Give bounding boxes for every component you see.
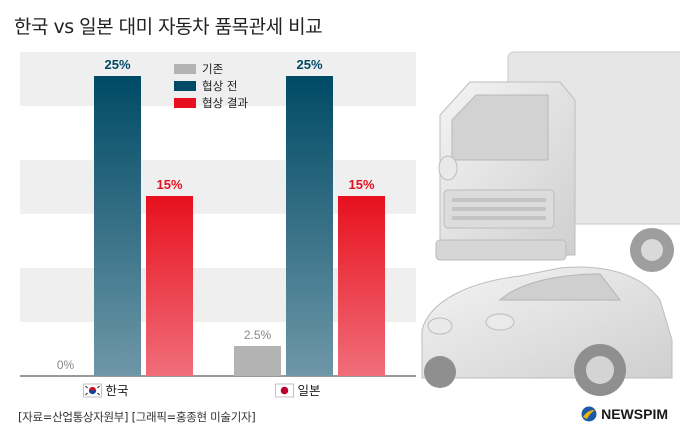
background-band xyxy=(20,52,416,106)
bar-labels-layer: 0% 25% 15% 2.5% 25% 15% xyxy=(57,57,375,372)
bar-value-label: 0% xyxy=(57,358,75,372)
legend-swatch xyxy=(174,81,196,91)
chart-title: 한국 vs 일본 대미 자동차 품목관세 비교 xyxy=(14,16,323,38)
bar-value-label: 25% xyxy=(104,57,130,72)
legend-label: 협상 전 xyxy=(202,79,237,93)
bar-value-label: 15% xyxy=(156,177,182,192)
source-credit: [자료=산업통상자원부] [그래픽=홍종현 미술기자] xyxy=(18,410,256,424)
legend-label: 기존 xyxy=(202,62,223,76)
newspim-logo-icon xyxy=(581,406,597,422)
category-label: 일본 xyxy=(298,383,321,398)
legend-swatch xyxy=(174,98,196,108)
bar-value-label: 25% xyxy=(296,57,322,72)
legend-label: 협상 결과 xyxy=(202,96,248,110)
legend-swatch xyxy=(174,64,196,74)
bar-base xyxy=(234,346,281,376)
bar-value-label: 2.5% xyxy=(244,328,272,342)
category-label: 한국 xyxy=(106,383,129,398)
bar-after xyxy=(338,196,385,376)
category-labels: 한국 일본 xyxy=(83,383,321,398)
car-illustration xyxy=(421,266,673,396)
truck-illustration xyxy=(435,51,680,272)
bar-value-label: 15% xyxy=(348,177,374,192)
bars-layer xyxy=(94,76,385,376)
japan-flag-icon xyxy=(275,383,294,398)
bar-before xyxy=(94,76,141,376)
brand-logo: NEWSPIM xyxy=(581,406,668,422)
brand-name: NEWSPIM xyxy=(601,406,668,422)
south-korea-flag-icon xyxy=(83,383,102,398)
bar-before xyxy=(286,76,333,376)
bar-after xyxy=(146,196,193,376)
